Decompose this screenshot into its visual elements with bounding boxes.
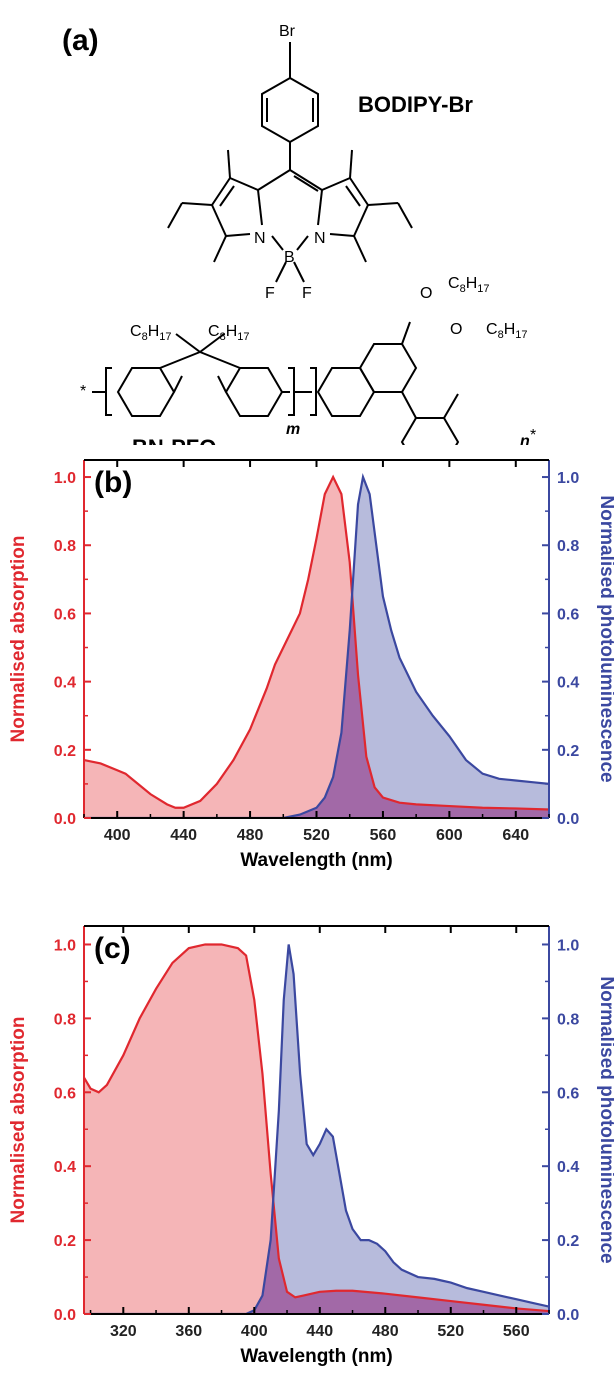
x-tick-label: 480 <box>372 1323 399 1340</box>
bn-pfo-star-left: * <box>80 383 86 400</box>
y-left-tick-label: 0.6 <box>54 606 76 623</box>
panel-label: (c) <box>94 932 131 965</box>
x-tick-label: 440 <box>306 1323 333 1340</box>
panel-a-structures: (a) <box>62 23 536 445</box>
y-left-tick-label: 1.0 <box>54 470 76 487</box>
y-left-tick-label: 1.0 <box>54 937 76 954</box>
x-tick-label: 560 <box>503 1323 530 1340</box>
plot-area <box>84 943 549 1314</box>
y-left-tick-label: 0.8 <box>54 1011 76 1028</box>
x-tick-label: 640 <box>502 827 529 844</box>
bn-pfo-c8h17-2: C8H17 <box>208 323 250 343</box>
x-tick-label: 520 <box>303 827 330 844</box>
plot-area <box>84 473 549 818</box>
y-right-axis-title: Normalised photoluminescence <box>596 976 614 1263</box>
y-right-tick-label: 0.8 <box>557 538 579 555</box>
x-tick-label: 600 <box>436 827 463 844</box>
bodipy-br-name: BODIPY-Br <box>358 92 473 117</box>
panel-a-label: (a) <box>62 24 99 57</box>
bn-pfo-o-1: O <box>420 285 432 302</box>
bodipy-br-atom-n-right: N <box>314 230 326 247</box>
bodipy-br-atom-f-left: F <box>265 285 275 302</box>
y-left-tick-label: 0.8 <box>54 538 76 555</box>
y-left-tick-label: 0.4 <box>54 1159 76 1176</box>
y-left-tick-label: 0.0 <box>54 811 76 828</box>
y-right-tick-label: 0.4 <box>557 1159 579 1176</box>
x-axis-title: Wavelength (nm) <box>240 1346 392 1367</box>
bn-pfo-c8h17-4: C8H17 <box>486 321 528 341</box>
y-right-axis-title: Normalised photoluminescence <box>596 495 614 782</box>
bn-pfo-c8h17-1: C8H17 <box>130 323 172 343</box>
photoluminescence-area <box>84 944 549 1314</box>
y-left-tick-label: 0.2 <box>54 1233 76 1250</box>
y-right-tick-label: 0.6 <box>557 606 579 623</box>
absorption-area <box>84 477 549 818</box>
bn-pfo-sub-n: n <box>520 433 530 445</box>
y-right-tick-label: 0.8 <box>557 1011 579 1028</box>
bn-pfo-c8h17-3: C8H17 <box>448 275 490 295</box>
bodipy-br-atom-br: Br <box>279 23 296 40</box>
bn-pfo-o-2: O <box>450 321 462 338</box>
bn-pfo-sub-m: m <box>286 421 300 438</box>
y-left-tick-label: 0.4 <box>54 675 76 692</box>
x-tick-label: 520 <box>437 1323 464 1340</box>
y-left-tick-label: 0.0 <box>54 1307 76 1324</box>
x-axis-title: Wavelength (nm) <box>240 850 392 870</box>
photoluminescence-line <box>84 473 549 818</box>
y-right-tick-label: 0.0 <box>557 811 579 828</box>
y-right-tick-label: 0.2 <box>557 1233 579 1250</box>
y-left-tick-label: 0.6 <box>54 1085 76 1102</box>
x-tick-label: 480 <box>237 827 264 844</box>
y-left-axis-title: Normalised absorption <box>8 1017 29 1224</box>
y-right-tick-label: 0.0 <box>557 1307 579 1324</box>
y-left-axis-title: Normalised absorption <box>8 536 29 743</box>
x-tick-label: 320 <box>110 1323 137 1340</box>
x-tick-label: 560 <box>370 827 397 844</box>
x-tick-label: 400 <box>241 1323 268 1340</box>
chart-b: 400 440 480 520 560 600 640 0.0 0.0 0.2 0.2 0.4 0.4 0… <box>8 459 614 870</box>
bodipy-br-structure <box>167 42 413 283</box>
y-left-tick-label: 0.2 <box>54 743 76 760</box>
photoluminescence-area <box>84 477 549 818</box>
absorption-line <box>84 943 549 1313</box>
absorption-line <box>84 474 549 811</box>
x-tick-label: 440 <box>170 827 197 844</box>
x-tick-label: 360 <box>175 1323 202 1340</box>
photoluminescence-line <box>84 944 549 1314</box>
y-right-tick-label: 0.2 <box>557 743 579 760</box>
y-right-tick-label: 1.0 <box>557 937 579 954</box>
bn-pfo-name: BN-PFO <box>132 435 216 445</box>
x-tick-label: 400 <box>104 827 131 844</box>
y-right-tick-label: 1.0 <box>557 470 579 487</box>
panel-label: (b) <box>94 466 132 499</box>
bn-pfo-structure <box>92 321 460 445</box>
bodipy-br-atom-f-right: F <box>302 285 312 302</box>
bn-pfo-star-right: * <box>530 427 536 444</box>
y-right-tick-label: 0.6 <box>557 1085 579 1102</box>
bodipy-br-atom-n-left: N <box>254 230 266 247</box>
absorption-area <box>84 944 549 1314</box>
bodipy-br-atom-b: B <box>284 249 295 266</box>
y-right-tick-label: 0.4 <box>557 675 579 692</box>
chart-c: 320 360 400 440 480 520 560 0.0 0.0 0.2 0.2 0.4 0.4 0… <box>8 925 614 1367</box>
